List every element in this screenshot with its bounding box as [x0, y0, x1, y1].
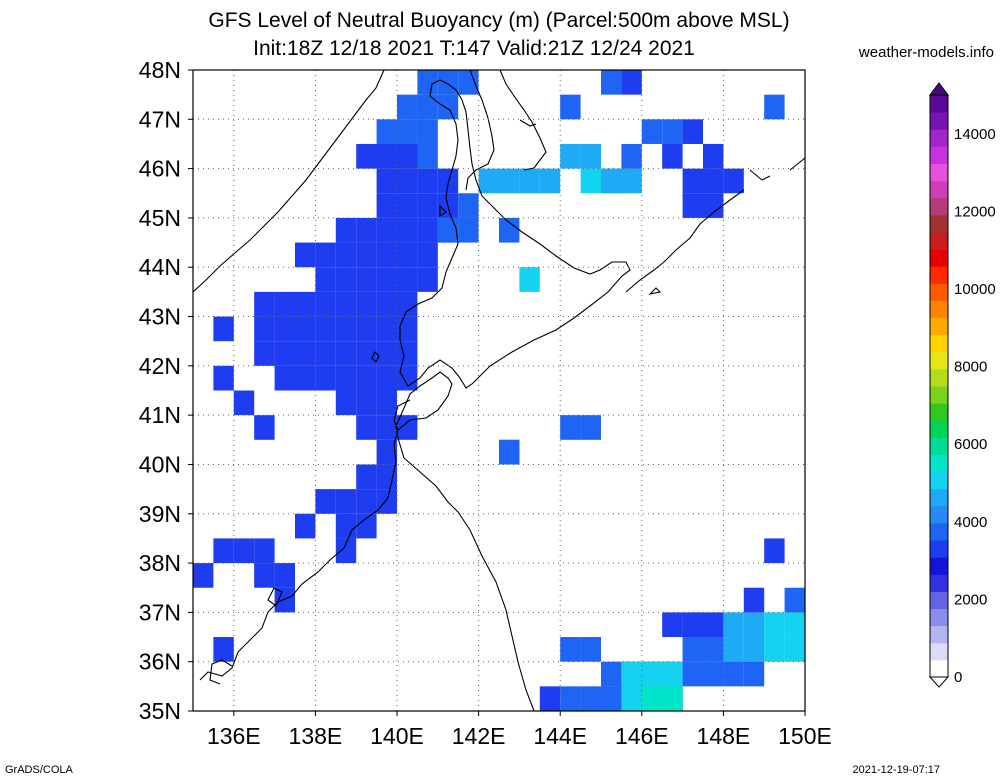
footer-left: GrADS/COLA	[5, 764, 73, 776]
site-credit: weather-models.info	[858, 44, 994, 61]
lat-label: 35N	[139, 698, 181, 724]
lon-label: 148E	[697, 723, 751, 749]
map-frame	[192, 69, 806, 712]
colorbar-label: 12000	[954, 203, 996, 220]
colorbar-segment	[930, 642, 948, 661]
colorbar-segment	[930, 420, 948, 438]
lat-label: 48N	[139, 57, 181, 83]
colorbar-label: 10000	[954, 281, 996, 298]
buoyancy-field	[193, 70, 805, 711]
colorbar-label: 14000	[954, 126, 996, 143]
colorbar-label: 6000	[954, 436, 987, 453]
colorbar-segment	[930, 454, 948, 473]
chart-subtitle: Init:18Z 12/18 2021 T:147 Valid:21Z 12/2…	[253, 37, 695, 60]
lon-label: 144E	[533, 723, 587, 749]
coastlines	[193, 70, 805, 711]
colorbar-segment	[930, 163, 948, 182]
colorbar-segment	[930, 608, 948, 627]
lat-label: 44N	[139, 254, 181, 280]
colorbar-label: 0	[954, 669, 962, 686]
lat-label: 42N	[139, 353, 181, 379]
colorbar-segment	[930, 471, 948, 490]
colorbar-segment	[930, 488, 948, 507]
chart-title: GFS Level of Neutral Buoyancy (m) (Parce…	[208, 9, 790, 32]
lat-label: 47N	[139, 106, 181, 132]
colorbar-segment	[930, 231, 948, 250]
colorbar-segment	[930, 557, 948, 575]
colorbar-segment	[930, 540, 948, 558]
colorbar-segment	[930, 437, 948, 455]
lat-label: 41N	[139, 402, 181, 428]
colorbar-segment	[930, 368, 948, 387]
colorbar-segment	[930, 574, 948, 592]
lat-label: 45N	[139, 205, 181, 231]
colorbar-segment	[930, 112, 948, 130]
lon-label: 138E	[289, 723, 343, 749]
colorbar-segment	[930, 505, 948, 524]
colorbar-segment	[930, 591, 948, 610]
lon-label: 142E	[452, 723, 506, 749]
colorbar-segment	[930, 317, 948, 336]
colorbar-segment	[930, 300, 948, 319]
colorbar-segment	[930, 351, 948, 370]
lat-label: 43N	[139, 304, 181, 330]
footer-right: 2021-12-19-07:17	[852, 764, 940, 776]
lat-label: 40N	[139, 451, 181, 477]
lat-label: 37N	[139, 599, 181, 625]
colorbar-label: 2000	[954, 591, 987, 608]
colorbar-segment	[930, 249, 948, 267]
colorbar-segment	[930, 146, 948, 164]
graticule	[193, 70, 805, 711]
colorbar-segment	[930, 659, 948, 678]
colorbar-segment	[930, 197, 948, 216]
lon-label: 150E	[778, 723, 832, 749]
colorbar-segment	[930, 266, 948, 284]
colorbar-segment	[930, 180, 948, 199]
lat-label: 46N	[139, 156, 181, 182]
colorbar-segment	[930, 625, 948, 644]
lat-label: 36N	[139, 649, 181, 675]
lat-label: 38N	[139, 550, 181, 576]
colorbar-label: 8000	[954, 359, 987, 376]
colorbar-segment	[930, 283, 948, 301]
lon-label: 140E	[370, 723, 424, 749]
lon-label: 146E	[615, 723, 669, 749]
colorbar-segment	[930, 403, 948, 421]
colorbar-segment	[930, 214, 948, 233]
lat-label: 39N	[139, 501, 181, 527]
colorbar-segment	[930, 334, 948, 353]
colorbar-segment	[930, 386, 948, 404]
colorbar-segment	[930, 129, 948, 147]
colorbar-segment	[930, 522, 948, 541]
colorbar: 0 2000 4000 6000 8000 10000 12000 14000	[928, 82, 996, 688]
colorbar-label: 4000	[954, 514, 987, 531]
colorbar-segment	[930, 95, 948, 113]
lon-label: 136E	[207, 723, 261, 749]
